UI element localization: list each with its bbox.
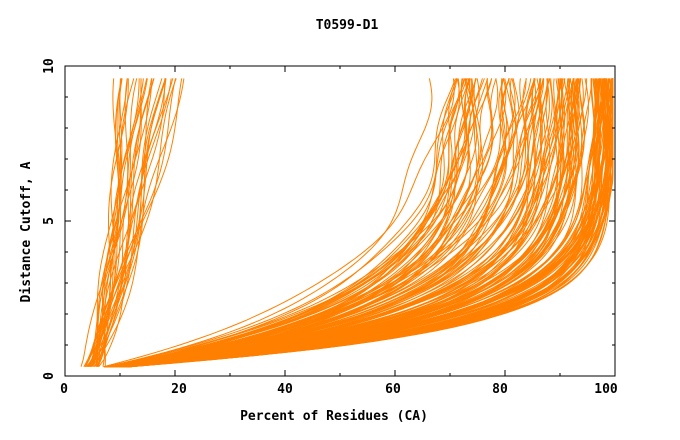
model-curve-21 <box>85 78 155 367</box>
model-curve-72 <box>105 78 477 368</box>
model-curve-69 <box>105 78 470 368</box>
model-curve-14 <box>89 78 172 368</box>
model-curve-29 <box>86 78 142 367</box>
model-curve-87 <box>106 78 483 368</box>
model-curve-102 <box>107 78 544 368</box>
model-curve-142 <box>119 78 575 368</box>
model-curve-71 <box>112 78 458 368</box>
model-curve-198 <box>127 78 614 368</box>
model-curve-10 <box>91 78 185 368</box>
model-curve-3 <box>83 78 174 367</box>
x-tick-label-20: 20 <box>171 382 187 397</box>
model-curve-30 <box>87 78 183 368</box>
x-axis-label: Percent of Residues (CA) <box>240 409 428 424</box>
y-tick-label-0: 0 <box>42 372 57 380</box>
model-curve-84 <box>110 78 514 368</box>
model-curve-83 <box>115 78 526 368</box>
model-curve-85 <box>108 78 507 368</box>
chart-title: T0599-D1 <box>316 18 379 33</box>
model-curve-23 <box>96 78 163 367</box>
model-curve-88 <box>106 78 493 368</box>
model-curve-134 <box>119 78 563 368</box>
model-curve-15 <box>80 78 135 367</box>
model-curve-62 <box>106 78 465 368</box>
model-curve-141 <box>109 78 560 368</box>
model-curve-89 <box>128 78 471 368</box>
model-curve-127 <box>109 78 549 368</box>
x-tick-label-40: 40 <box>277 382 293 397</box>
model-curve-27 <box>83 78 148 367</box>
model-curve-20 <box>89 78 138 367</box>
model-curve-76 <box>123 78 507 368</box>
model-curve-205 <box>121 78 601 368</box>
model-curve-18 <box>86 78 167 368</box>
model-curve-66 <box>114 78 460 368</box>
model-curve-182 <box>104 78 614 368</box>
y-axis-label: Distance Cutoff, A <box>19 161 34 302</box>
y-tick-label-5: 5 <box>42 217 57 225</box>
y-tick-label-10: 10 <box>42 58 57 74</box>
model-curve-31 <box>96 78 123 367</box>
model-curve-28 <box>95 78 128 367</box>
x-tick-label-80: 80 <box>492 382 508 397</box>
model-curve-75 <box>114 78 493 368</box>
model-curve-6 <box>98 78 166 367</box>
model-curve-131 <box>114 78 564 368</box>
model-curve-37 <box>109 78 488 368</box>
x-tick-label-0: 0 <box>60 382 68 397</box>
model-curve-136 <box>120 78 579 368</box>
model-curve-144 <box>123 78 583 368</box>
model-curve-26 <box>90 78 153 367</box>
model-curve-197 <box>103 78 614 368</box>
model-curve-137 <box>113 78 559 368</box>
model-curve-95 <box>120 78 543 368</box>
tick-layer <box>64 65 616 377</box>
model-curve-98 <box>114 78 577 368</box>
series-layer <box>80 78 614 368</box>
model-curve-115 <box>104 78 535 368</box>
model-curve-192 <box>129 78 613 368</box>
model-curve-32 <box>91 78 129 367</box>
model-curve-200 <box>114 78 597 368</box>
model-curve-34 <box>106 78 433 368</box>
model-curve-90 <box>122 78 472 368</box>
model-curve-202 <box>114 78 612 368</box>
model-curve-204 <box>106 78 606 368</box>
model-curve-38 <box>116 78 456 368</box>
model-curve-143 <box>127 78 575 368</box>
x-tick-label-60: 60 <box>385 382 401 397</box>
model-curve-107 <box>104 78 535 368</box>
x-tick-label-100: 100 <box>594 382 618 397</box>
